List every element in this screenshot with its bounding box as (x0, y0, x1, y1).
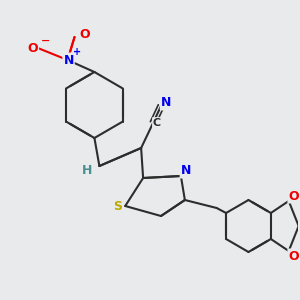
Text: O: O (288, 190, 299, 202)
Text: O: O (79, 28, 90, 40)
Text: O: O (28, 41, 38, 55)
Text: +: + (74, 47, 82, 57)
Text: −: − (41, 36, 50, 46)
Text: N: N (181, 164, 191, 178)
Text: O: O (288, 250, 299, 262)
Text: C: C (153, 118, 161, 128)
Text: N: N (161, 97, 171, 110)
Text: N: N (63, 53, 74, 67)
Text: S: S (113, 200, 122, 212)
Text: H: H (82, 164, 93, 178)
